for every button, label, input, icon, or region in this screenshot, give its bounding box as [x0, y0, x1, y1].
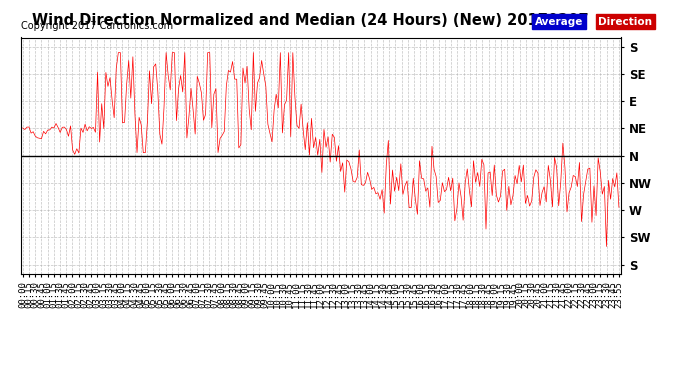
Text: Wind Direction Normalized and Median (24 Hours) (New) 20170207: Wind Direction Normalized and Median (24… [32, 13, 589, 28]
Text: Direction: Direction [598, 17, 652, 27]
Text: Copyright 2017 Cartronics.com: Copyright 2017 Cartronics.com [21, 21, 172, 31]
Text: Average: Average [535, 17, 583, 27]
